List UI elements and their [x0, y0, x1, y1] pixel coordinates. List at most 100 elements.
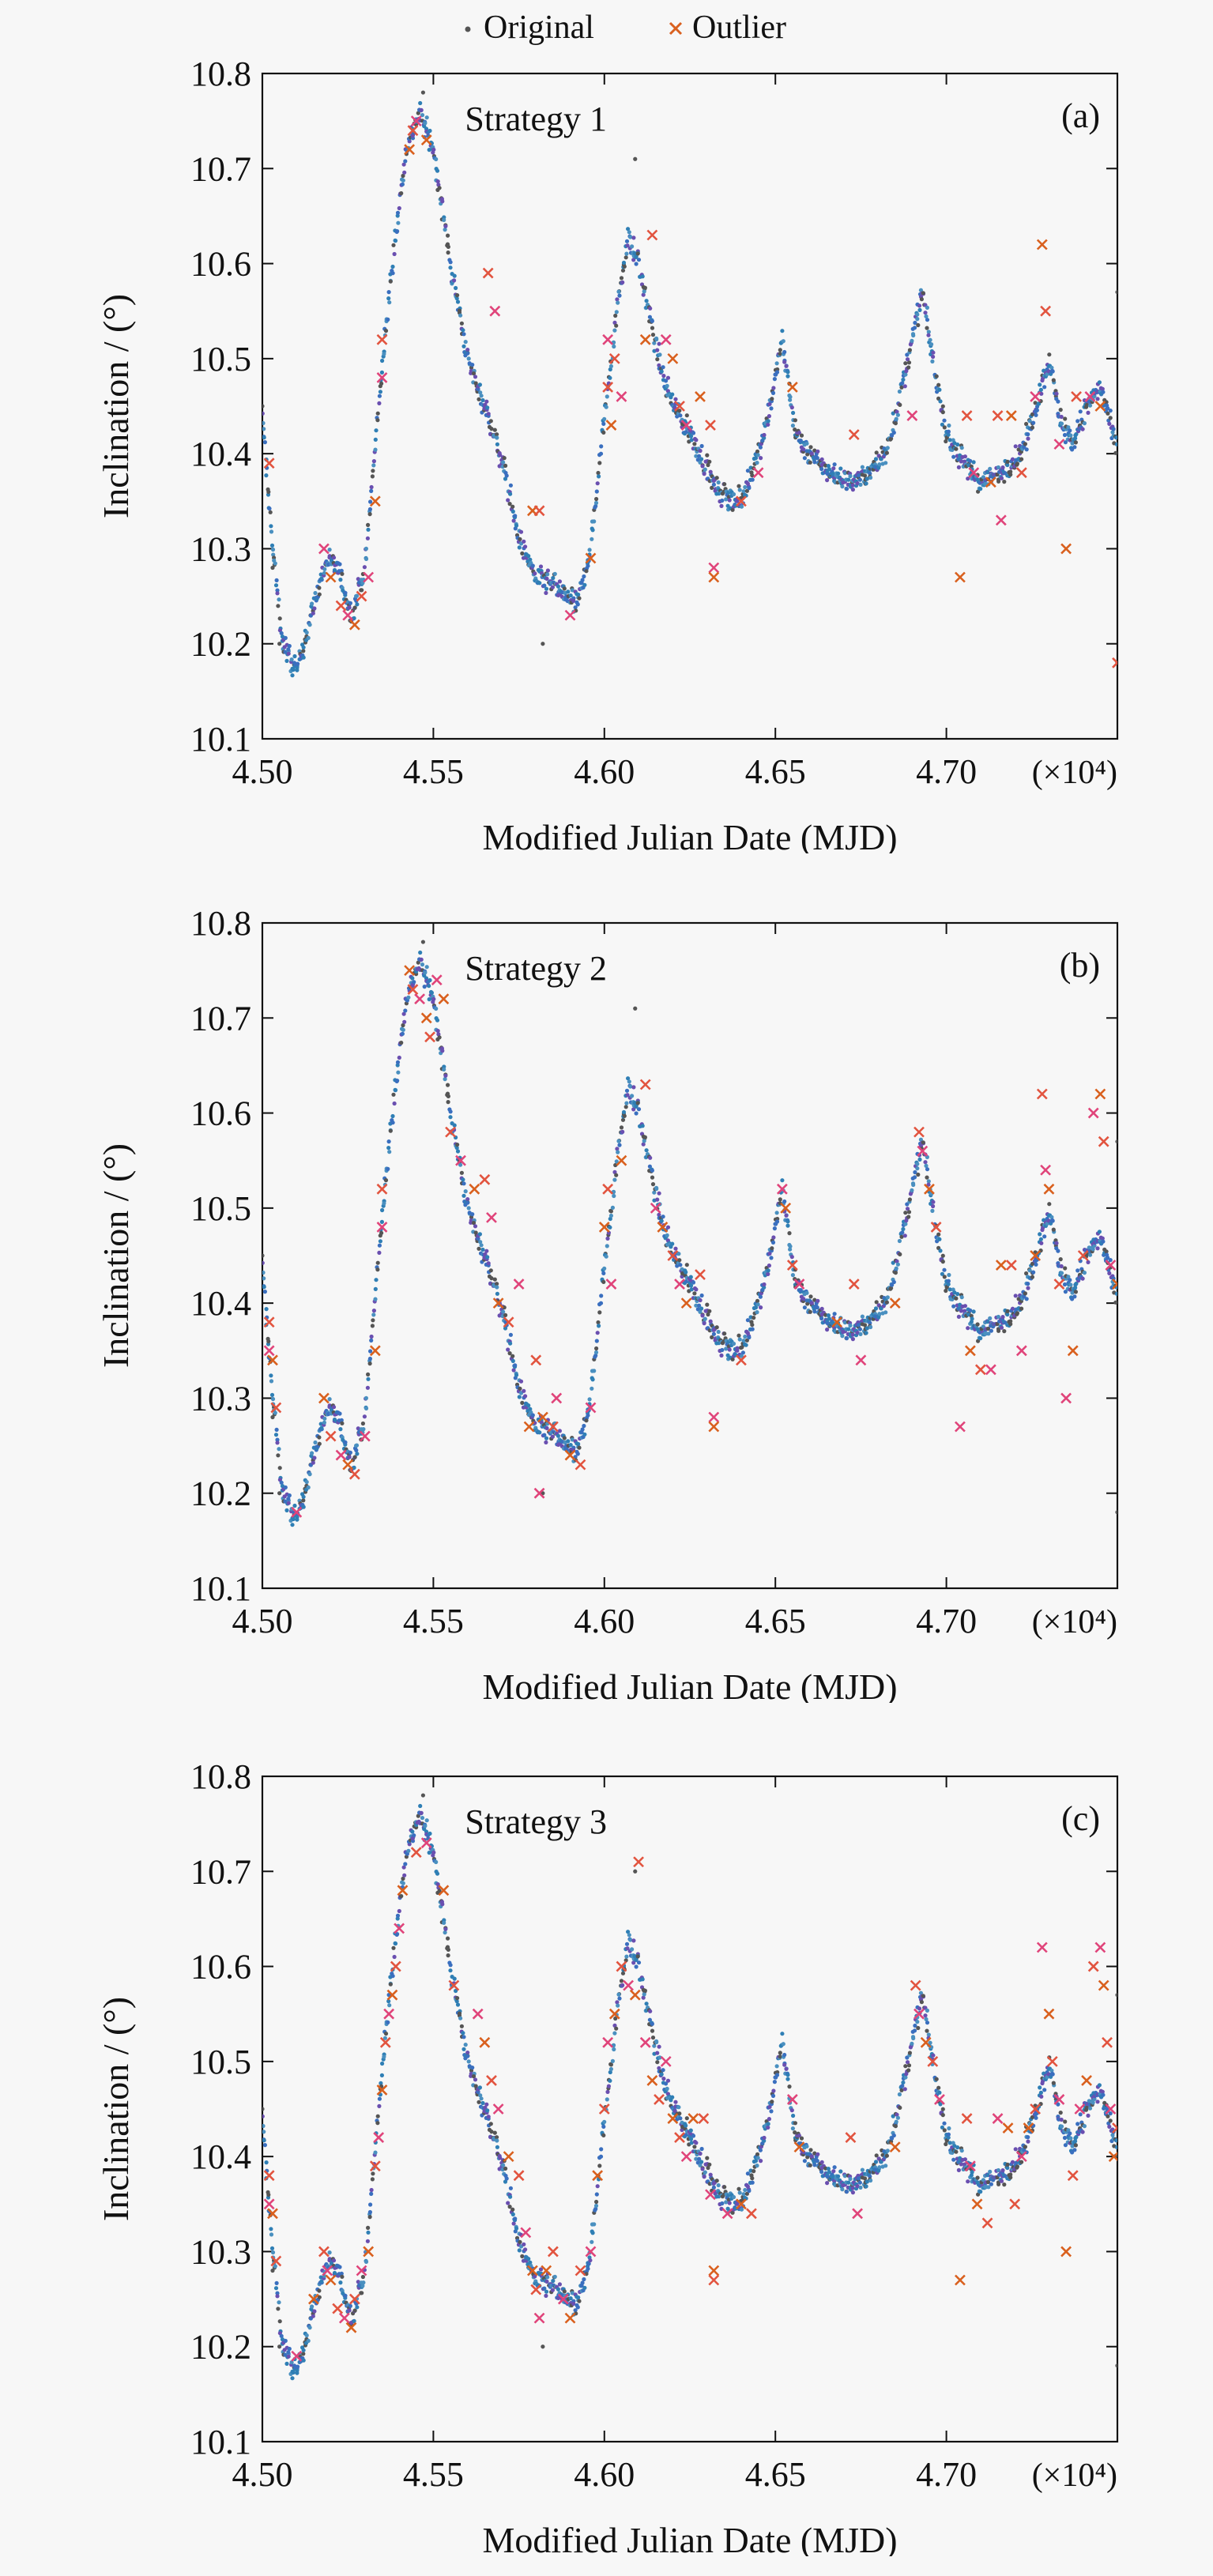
panel-a-original-point — [673, 397, 678, 401]
panel-c-xtick-label: 4.70 — [916, 2455, 977, 2494]
panel-c-original-point — [705, 2156, 710, 2160]
panel-c-original-point — [366, 2230, 371, 2235]
panel-c-original-point — [868, 2178, 873, 2183]
panel-a-original-point — [819, 457, 824, 461]
panel-a-original-point — [377, 401, 382, 405]
panel-a-original-point — [925, 318, 930, 322]
panel-c-outlier-point — [1046, 2055, 1058, 2067]
panel-b-original-point — [1062, 1282, 1068, 1287]
panel-a-original-point — [473, 375, 478, 379]
panel-a-data-layer — [262, 90, 1117, 678]
panel-c-original-point — [670, 2095, 675, 2100]
panel-a-original-point — [644, 299, 649, 303]
panel-c-original-point — [347, 2308, 352, 2313]
panel-b-original-point — [1059, 1271, 1064, 1275]
panel-a-original-point — [785, 374, 790, 378]
panel-a-ytick-label: 10.4 — [190, 435, 251, 473]
panel-b-outlier-point — [674, 1279, 685, 1290]
panel-c-original-point — [446, 1953, 450, 1958]
panel-a-original-point — [366, 527, 371, 532]
panel-c-original-point — [435, 1882, 440, 1887]
panel-b-xtick-label: 4.65 — [745, 1602, 806, 1640]
panel-c-original-point — [1002, 2182, 1007, 2187]
panel-c-original-point — [951, 2157, 956, 2162]
panel-b-original-point — [459, 1170, 465, 1175]
panel-a-original-point — [903, 361, 908, 366]
panel-b-original-point — [1073, 1290, 1078, 1294]
panel-c-original-point — [1097, 2083, 1102, 2088]
panel-c-original-point — [379, 2073, 384, 2077]
panel-b-original-point — [616, 1150, 620, 1154]
panel-a-original-point — [755, 453, 760, 458]
panel-b-original-point — [1010, 1306, 1015, 1311]
panel-b-outlier-point — [564, 1449, 576, 1461]
panel-a-original-point — [700, 464, 705, 469]
panel-b-original-point — [1080, 1276, 1085, 1281]
panel-a-original-point — [655, 357, 660, 362]
panel-c-original-point — [466, 2059, 471, 2064]
panel-b-original-point — [284, 1508, 289, 1512]
panel-b-original-point — [418, 950, 423, 955]
panel-b-original-point — [633, 1006, 638, 1011]
panel-b-outlier-point — [650, 1202, 661, 1214]
panel-b-original-point — [1114, 1291, 1117, 1296]
panel-a-original-point — [1062, 432, 1068, 438]
panel-a-outlier-point — [667, 352, 679, 364]
panel-a-original-point — [614, 323, 619, 328]
panel-c-original-point — [507, 2205, 512, 2209]
panel-c-original-point — [1085, 2105, 1090, 2110]
panel-b-original-point — [264, 1307, 269, 1312]
panel-a-original-point — [544, 590, 548, 596]
panel-c-original-point — [1100, 2089, 1105, 2094]
panel-a-original-point — [597, 474, 601, 479]
panel-b-original-point — [427, 984, 431, 989]
panel-b-original-point — [895, 1262, 900, 1267]
panel-c-original-point — [938, 2102, 943, 2107]
panel-a-original-point — [1030, 425, 1034, 430]
panel-c-original-point — [744, 2191, 750, 2196]
panel-b-original-point — [868, 1324, 873, 1330]
panel-c-original-point — [504, 2176, 509, 2181]
panel-c-original-point — [1115, 2363, 1117, 2368]
panel-a-original-point — [1085, 402, 1090, 407]
panel-a-original-point — [778, 352, 782, 356]
panel-b-original-point — [312, 1456, 317, 1460]
panel-a-original-point — [907, 348, 912, 352]
panel-a-original-point — [1042, 385, 1047, 390]
panel-b-original-point — [429, 990, 435, 995]
panel-b-original-point — [1113, 1300, 1117, 1305]
panel-b-original-point — [455, 1149, 461, 1154]
panel-c-original-point — [944, 2141, 948, 2147]
panel-a-original-point — [612, 344, 616, 349]
panel-a-outlier-point — [1112, 657, 1117, 668]
panel-a-original-point — [388, 279, 393, 284]
panel-c-original-point — [266, 2192, 271, 2198]
panel-a-original-point — [815, 456, 819, 461]
panel-a-original-point — [287, 643, 292, 649]
panel-b-original-point — [1051, 1227, 1056, 1232]
panel-b-original-point — [774, 1211, 779, 1215]
panel-c-original-point — [307, 2326, 312, 2330]
panel-b-original-point — [477, 1232, 483, 1237]
panel-c-outlier-point — [356, 2265, 367, 2277]
panel-b-outlier-point — [924, 1183, 935, 1195]
panel-c-original-point — [665, 2078, 671, 2083]
panel-c-original-point — [959, 2149, 964, 2153]
panel-a-original-point — [301, 649, 306, 653]
panel-b-original-point — [275, 1437, 280, 1442]
panel-c-original-point — [452, 1976, 457, 1981]
panel-a-original-point — [778, 348, 782, 352]
panel-c-original-point — [641, 1995, 646, 2000]
panel-a-original-point — [1101, 390, 1106, 394]
panel-a-original-point — [750, 477, 755, 482]
panel-c-original-point — [1030, 2115, 1035, 2119]
panel-b-original-point — [1000, 1315, 1005, 1320]
panel-b-original-point — [1054, 1241, 1059, 1245]
panel-c-original-point — [377, 2103, 382, 2108]
panel-c-original-point — [771, 2088, 776, 2093]
panel-c-original-point — [947, 2141, 952, 2145]
panel-c-original-point — [918, 1990, 923, 1995]
panel-b-original-point — [809, 1301, 814, 1305]
panel-a-original-point — [310, 601, 315, 606]
panel-c-original-point — [940, 2125, 944, 2130]
